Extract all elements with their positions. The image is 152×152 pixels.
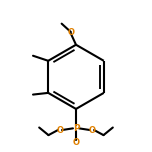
Text: O: O: [67, 28, 74, 37]
Text: O: O: [56, 126, 63, 135]
Text: O: O: [89, 126, 96, 135]
Text: O: O: [73, 138, 79, 147]
Text: P: P: [73, 124, 79, 133]
